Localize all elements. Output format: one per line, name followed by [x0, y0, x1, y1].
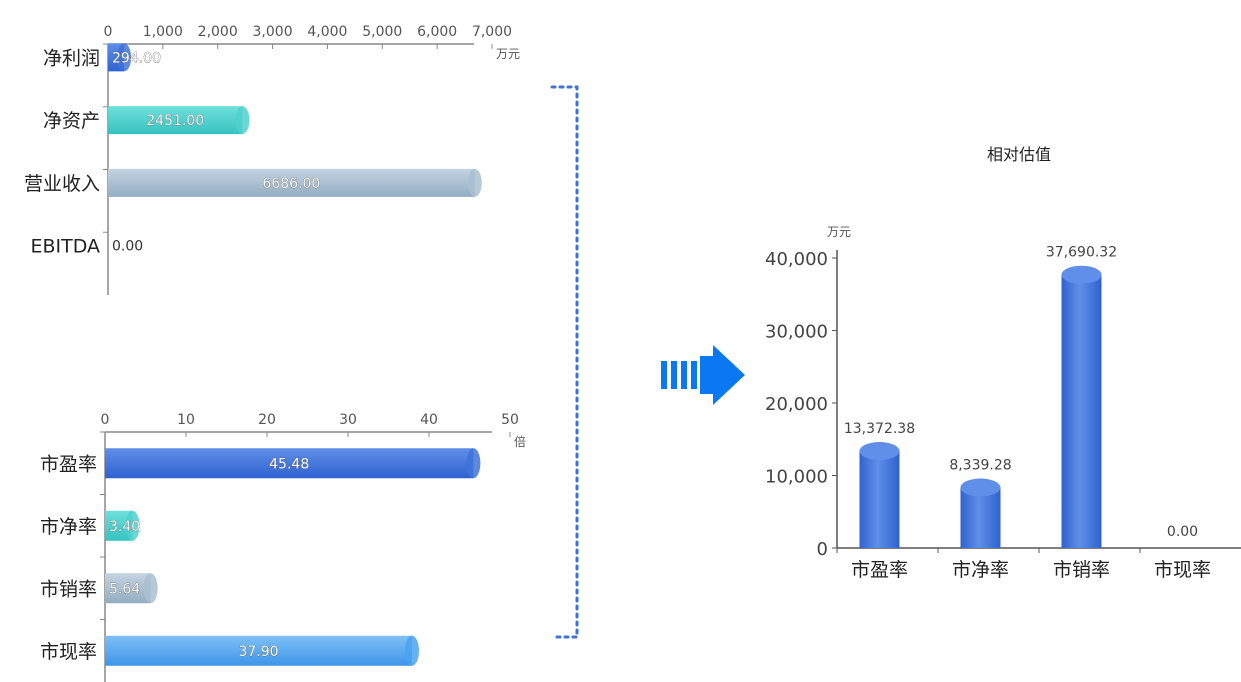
chart-income-balance: 0 1,000 2,000 3,000 4,000 5,000 6,000 7,000 万元 净利…	[24, 24, 520, 295]
x-tick-label: 20	[258, 412, 276, 428]
bar-value-label: 6686.00	[262, 176, 320, 192]
bar	[1061, 274, 1102, 548]
x-unit-label: 倍	[514, 434, 526, 449]
bar-top-cap	[960, 478, 1001, 497]
bar	[108, 168, 475, 197]
right-arrow-icon	[700, 345, 745, 405]
x-tick-label: 10	[177, 412, 195, 428]
arrow-stripe	[671, 361, 677, 389]
bar-value-label: 8,339.28	[949, 458, 1011, 474]
category-label: 营业收入	[24, 173, 100, 195]
bar-value-label: 5.64	[109, 581, 140, 597]
bar	[960, 487, 1001, 548]
x-tick-label: 4,000	[307, 24, 347, 40]
bar-end-cap	[143, 573, 158, 604]
bar	[859, 451, 900, 548]
bar-end-cap	[467, 168, 482, 197]
arrow-stripe	[691, 361, 697, 389]
x-tick-label: 5,000	[362, 24, 402, 40]
x-unit-label: 万元	[496, 47, 520, 61]
bar-value-label: 37,690.32	[1046, 245, 1117, 261]
category-label: 市净率	[40, 516, 97, 538]
bar-value-label: 45.48	[269, 456, 309, 472]
bar-end-cap	[125, 510, 140, 541]
bar-value-label: 0.00	[112, 239, 143, 255]
y-tick-label: 0	[817, 539, 828, 560]
bar-value-label: 37.90	[238, 644, 278, 660]
x-tick-label: 7,000	[472, 24, 512, 40]
category-label: 市现率	[40, 641, 97, 663]
bar	[105, 573, 151, 604]
dotted-bracket	[550, 85, 579, 639]
chart-title: 相对估值	[987, 145, 1051, 164]
y-tick-label: 30,000	[765, 322, 828, 343]
bar-end-cap	[466, 448, 481, 479]
category-label: 市现率	[1154, 559, 1211, 581]
bar-top-cap	[1061, 265, 1102, 284]
x-tick-label: 30	[339, 412, 357, 428]
bracket-arrow-connector	[550, 85, 745, 639]
y-tick-label: 10,000	[765, 467, 828, 488]
y-tick-label: 40,000	[765, 249, 828, 270]
bar-value-label: 294.00	[112, 50, 161, 66]
y-unit-label: 万元	[827, 225, 851, 239]
bar-end-cap	[404, 635, 419, 666]
x-tick-label: 2,000	[198, 24, 238, 40]
bar	[105, 448, 474, 479]
category-label: 净资产	[43, 110, 100, 132]
category-label: 市销率	[40, 578, 97, 600]
bar-value-label: 3.40	[109, 519, 140, 535]
category-label: 市销率	[1053, 559, 1110, 581]
x-tick-label: 6,000	[417, 24, 457, 40]
y-tick-label: 20,000	[765, 394, 828, 415]
category-label: 市净率	[952, 559, 1009, 581]
arrow-stripe	[681, 361, 687, 389]
bar-value-label: 0.00	[1167, 524, 1198, 540]
arrow-stripe	[661, 361, 667, 389]
x-tick-label: 50	[501, 412, 519, 428]
x-tick-label: 1,000	[143, 24, 183, 40]
x-tick-label: 40	[420, 412, 438, 428]
bar-end-cap	[117, 43, 132, 72]
x-tick-label: 0	[104, 24, 113, 40]
bar	[108, 106, 243, 135]
category-label: 净利润	[43, 47, 100, 69]
bar-value-label: 13,372.38	[844, 421, 915, 437]
category-label: EBITDA	[30, 236, 100, 258]
category-label: 市盈率	[40, 453, 97, 475]
category-label: 市盈率	[851, 559, 908, 581]
bar-end-cap	[235, 106, 250, 135]
bar-value-label: 2451.00	[146, 113, 204, 129]
bar-top-cap	[859, 442, 900, 461]
x-tick-label: 3,000	[253, 24, 293, 40]
bar	[105, 635, 412, 666]
x-tick-label: 0	[101, 412, 110, 428]
